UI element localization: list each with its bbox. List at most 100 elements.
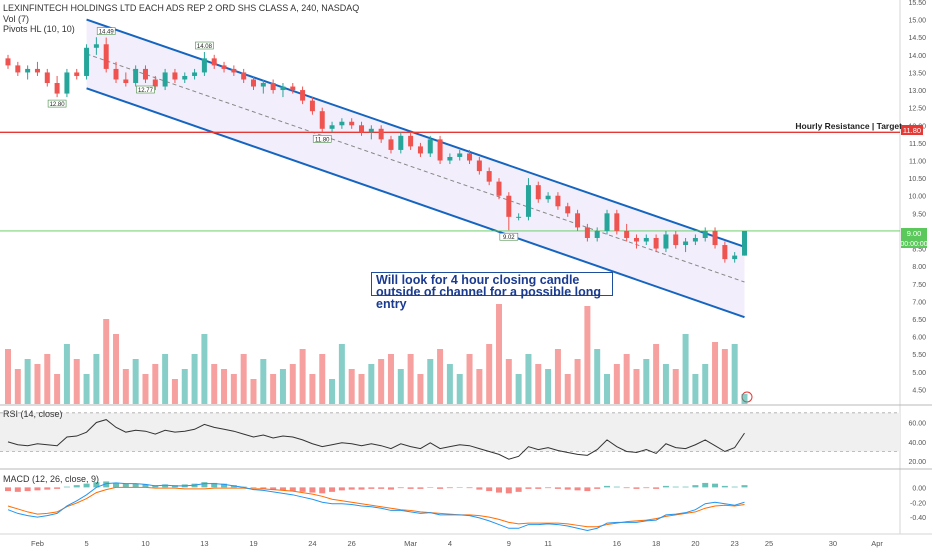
candle-body[interactable] bbox=[575, 213, 581, 228]
candle-body[interactable] bbox=[614, 213, 620, 231]
candle-body[interactable] bbox=[64, 72, 70, 94]
candle-body[interactable] bbox=[702, 230, 708, 238]
rsi-indicator-label[interactable]: RSI (14, close) bbox=[3, 409, 63, 419]
macd-histogram-bar bbox=[633, 487, 640, 489]
candle-body[interactable] bbox=[516, 216, 522, 218]
candle-body[interactable] bbox=[427, 139, 433, 154]
candle-body[interactable] bbox=[378, 128, 384, 140]
candle-body[interactable] bbox=[408, 135, 414, 147]
candle-body[interactable] bbox=[467, 153, 473, 161]
macd-indicator-label[interactable]: MACD (12, 26, close, 9) bbox=[3, 474, 100, 484]
current-price-text: 9.00 bbox=[907, 229, 922, 238]
candle-body[interactable] bbox=[172, 72, 178, 80]
candle-body[interactable] bbox=[457, 153, 463, 157]
candle-body[interactable] bbox=[74, 72, 80, 76]
candle-body[interactable] bbox=[359, 125, 365, 133]
candle-body[interactable] bbox=[584, 227, 590, 238]
candle-body[interactable] bbox=[565, 206, 571, 214]
candle-body[interactable] bbox=[535, 185, 541, 200]
candle-body[interactable] bbox=[260, 83, 266, 87]
candle-body[interactable] bbox=[251, 79, 256, 87]
candle-body[interactable] bbox=[211, 58, 217, 66]
candle-body[interactable] bbox=[162, 72, 168, 87]
macd-histogram-bar bbox=[417, 487, 424, 489]
candle-body[interactable] bbox=[643, 237, 649, 242]
candle-body[interactable] bbox=[25, 68, 31, 73]
candle-body[interactable] bbox=[683, 241, 689, 246]
candle-body[interactable] bbox=[300, 90, 306, 101]
rsi-tick-label: 40.00 bbox=[908, 440, 926, 447]
candle-body[interactable] bbox=[604, 213, 610, 231]
candle-body[interactable] bbox=[633, 237, 639, 242]
candle-body[interactable] bbox=[15, 65, 21, 73]
candle-body[interactable] bbox=[5, 58, 11, 66]
candle-body[interactable] bbox=[476, 160, 482, 172]
candle-body[interactable] bbox=[54, 83, 60, 94]
candle-body[interactable] bbox=[692, 237, 698, 242]
candle-body[interactable] bbox=[525, 185, 531, 217]
candle-body[interactable] bbox=[34, 68, 40, 73]
candle-body[interactable] bbox=[368, 128, 374, 133]
candle-body[interactable] bbox=[506, 195, 512, 217]
candle-body[interactable] bbox=[732, 255, 738, 260]
candle-body[interactable] bbox=[231, 68, 237, 73]
volume-bar bbox=[623, 354, 630, 404]
pivots-indicator-label[interactable]: Pivots HL (10, 10) bbox=[3, 24, 75, 34]
price-axis[interactable]: 15.5015.0014.5014.0013.5013.0012.5012.00… bbox=[908, 0, 926, 522]
macd-histogram-bar bbox=[535, 487, 542, 489]
candle-body[interactable] bbox=[270, 83, 276, 91]
candle-body[interactable] bbox=[437, 139, 443, 161]
candle-body[interactable] bbox=[221, 65, 227, 69]
channel-lower-line[interactable] bbox=[86, 87, 745, 319]
candle-body[interactable] bbox=[142, 68, 148, 80]
candle-body[interactable] bbox=[653, 237, 659, 249]
candle-body[interactable] bbox=[624, 230, 630, 238]
candle-body[interactable] bbox=[201, 58, 207, 73]
channel-upper-line[interactable] bbox=[86, 18, 745, 248]
candle-body[interactable] bbox=[349, 121, 355, 126]
candle-body[interactable] bbox=[496, 181, 502, 196]
rsi-line[interactable] bbox=[7, 419, 745, 460]
time-axis[interactable]: Feb 5 10 13 19 24 26 Mar 4 9 11 16 18 20 23 25 30 Apr bbox=[31, 539, 883, 548]
volume-bar bbox=[721, 349, 728, 404]
candle-body[interactable] bbox=[339, 121, 345, 126]
candle-body[interactable] bbox=[712, 230, 718, 246]
candle-body[interactable] bbox=[241, 72, 247, 80]
candle-body[interactable] bbox=[113, 68, 119, 80]
candle-body[interactable] bbox=[722, 245, 728, 260]
candle-body[interactable] bbox=[182, 75, 188, 80]
candle-body[interactable] bbox=[555, 195, 561, 207]
volume-indicator-label[interactable]: Vol (7) bbox=[3, 14, 30, 24]
time-tick-label: Feb bbox=[31, 539, 44, 548]
candle-body[interactable] bbox=[447, 156, 453, 161]
candle-body[interactable] bbox=[742, 230, 747, 256]
candle-body[interactable] bbox=[663, 234, 669, 249]
candle-body[interactable] bbox=[309, 100, 315, 112]
candle-body[interactable] bbox=[329, 125, 335, 129]
candle-body[interactable] bbox=[103, 44, 109, 69]
macd-line[interactable] bbox=[7, 482, 745, 532]
volume-bar bbox=[731, 344, 738, 404]
candle-body[interactable] bbox=[123, 79, 129, 84]
chart-title: LEXINFINTECH HOLDINGS LTD EACH ADS REP 2… bbox=[3, 3, 360, 13]
trade-note[interactable]: Will look for 4 hour closing candle outs… bbox=[371, 272, 613, 310]
candle-body[interactable] bbox=[486, 171, 492, 182]
candle-body[interactable] bbox=[84, 47, 90, 76]
candle-body[interactable] bbox=[398, 135, 404, 150]
candle-body[interactable] bbox=[192, 72, 198, 76]
candle-body[interactable] bbox=[417, 146, 423, 154]
macd-histogram-bar bbox=[387, 487, 394, 490]
candle-body[interactable] bbox=[594, 230, 600, 238]
candle-body[interactable] bbox=[280, 86, 286, 91]
candle-body[interactable] bbox=[152, 79, 158, 87]
candle-body[interactable] bbox=[673, 234, 679, 246]
candle-body[interactable] bbox=[44, 72, 50, 84]
candle-body[interactable] bbox=[290, 86, 296, 91]
candle-body[interactable] bbox=[93, 44, 99, 48]
candle-body[interactable] bbox=[133, 68, 139, 84]
candle-body[interactable] bbox=[545, 195, 551, 200]
candle-body[interactable] bbox=[388, 139, 394, 150]
volume-bar bbox=[329, 379, 336, 404]
candle-body[interactable] bbox=[319, 111, 325, 129]
